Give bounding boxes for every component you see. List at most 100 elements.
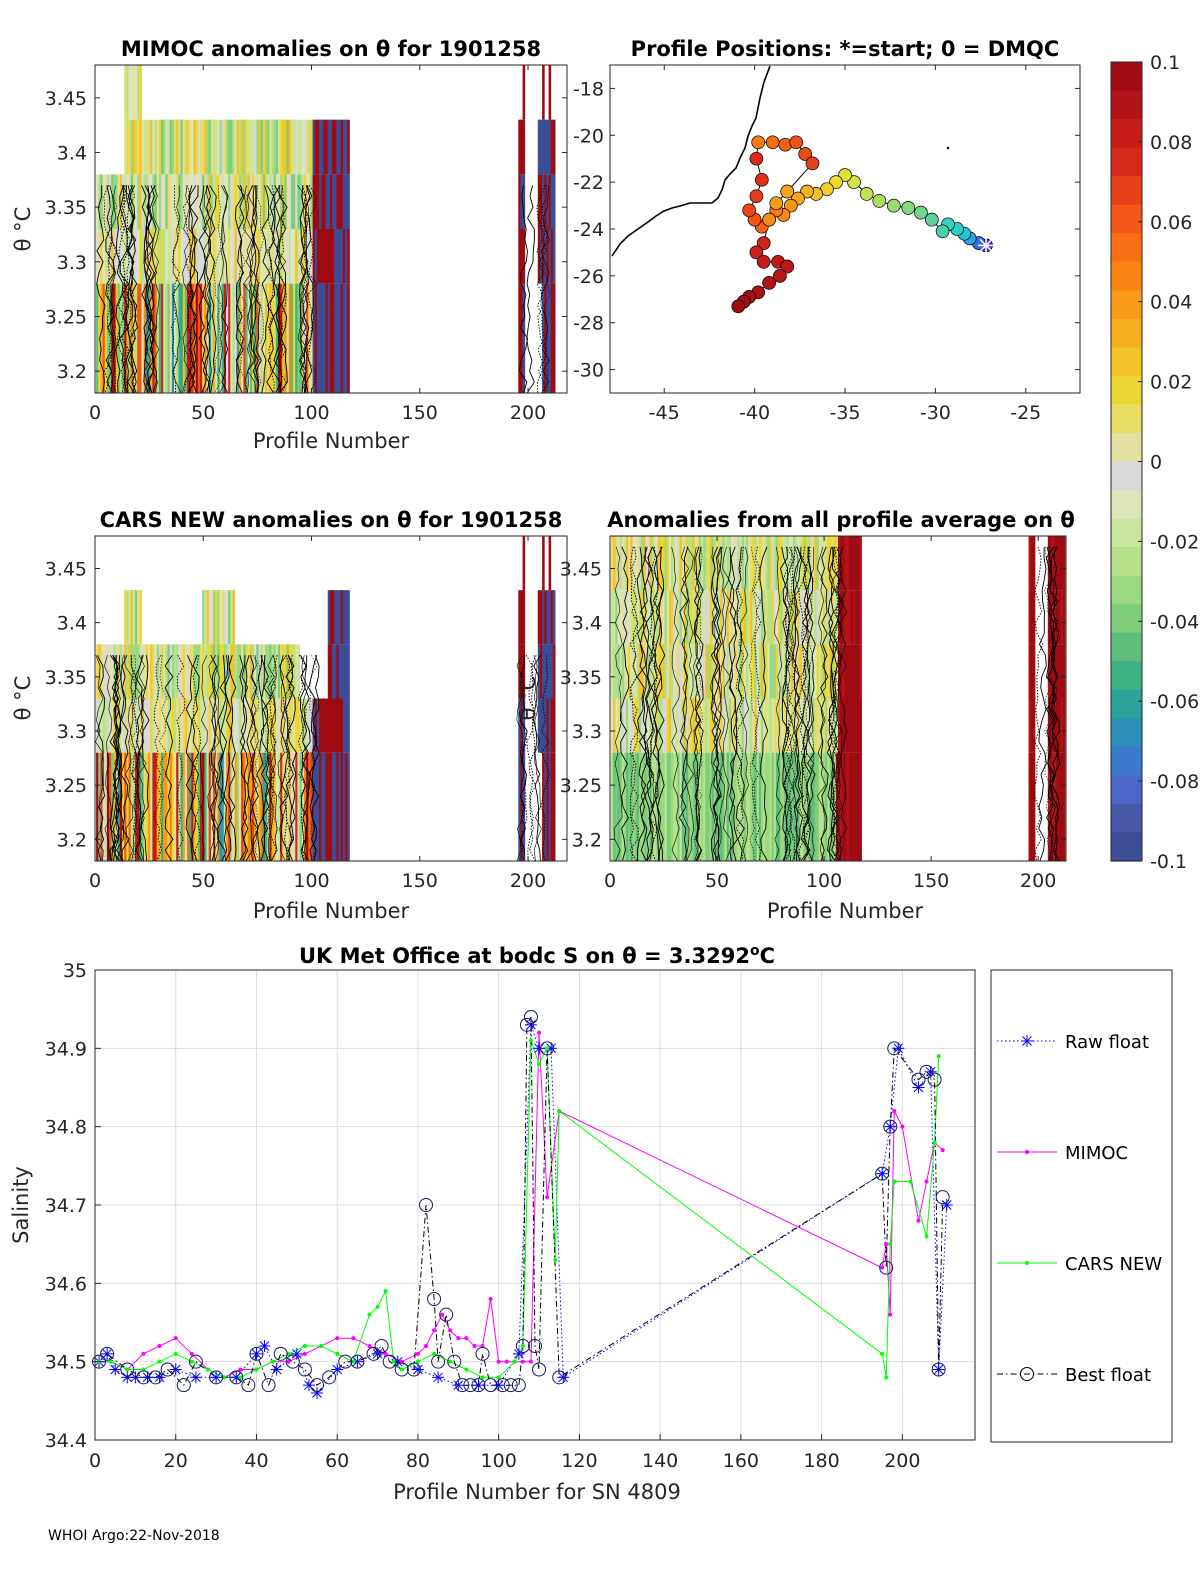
heatmap-cell bbox=[345, 590, 348, 645]
heatmap-cell bbox=[645, 698, 648, 753]
contour-line bbox=[636, 546, 647, 862]
heatmap-cell bbox=[666, 752, 670, 861]
contour-line bbox=[613, 546, 623, 862]
heatmap-cell bbox=[174, 644, 177, 699]
circle-outline bbox=[374, 1339, 389, 1353]
heatmap-cell bbox=[722, 590, 725, 645]
contour-line bbox=[774, 546, 783, 862]
contour-line bbox=[141, 655, 150, 862]
heatmap-cell bbox=[814, 644, 817, 699]
heatmap-cell bbox=[267, 644, 270, 699]
heatmap-cell bbox=[219, 119, 223, 175]
heatmap-cell bbox=[741, 590, 745, 645]
heatmap-cell bbox=[245, 283, 249, 393]
heatmap-cell bbox=[827, 590, 830, 645]
heatmap-cell bbox=[251, 283, 255, 393]
heatmap-cell bbox=[193, 698, 197, 753]
heatmap-cell bbox=[241, 229, 244, 284]
heatmap-cell bbox=[662, 536, 665, 591]
heatmap-cell bbox=[814, 752, 817, 861]
y-tick-label: 34.4 bbox=[45, 1430, 87, 1452]
circle-outline bbox=[366, 1346, 381, 1361]
heatmap-cell bbox=[308, 698, 311, 753]
heatmap-cell bbox=[182, 229, 186, 284]
heatmap-cell bbox=[636, 644, 640, 699]
heatmap-cell bbox=[206, 752, 210, 861]
heatmap-cell bbox=[621, 590, 625, 645]
heatmap-cell bbox=[197, 644, 201, 699]
heatmap-cell bbox=[634, 644, 638, 699]
circle-outline bbox=[92, 1354, 107, 1369]
raw-float-marker bbox=[472, 1379, 485, 1392]
heatmap-cell bbox=[643, 644, 646, 699]
heatmap-cell bbox=[820, 590, 824, 645]
heatmap-cell bbox=[334, 174, 337, 229]
heatmap-cell bbox=[230, 119, 233, 175]
x-tick-label: 0 bbox=[89, 402, 101, 424]
heatmap-cell bbox=[165, 283, 168, 393]
heatmap-cell bbox=[615, 752, 618, 861]
heatmap-cell bbox=[626, 698, 629, 753]
heatmap-cell bbox=[306, 174, 309, 229]
heatmap-cell bbox=[254, 119, 257, 175]
contour-line bbox=[238, 185, 248, 394]
heatmap-cell bbox=[686, 644, 689, 699]
heatmap-cell bbox=[243, 644, 246, 699]
heatmap-cell bbox=[165, 119, 168, 175]
circle-outline bbox=[310, 1378, 325, 1393]
profile-position-marker bbox=[751, 135, 766, 150]
circle-outline bbox=[241, 1378, 256, 1393]
heatmap-cell bbox=[119, 229, 123, 284]
heatmap-cell bbox=[771, 590, 775, 645]
heatmap-cell bbox=[145, 174, 149, 229]
heatmap-cell bbox=[314, 752, 318, 861]
heatmap-cell bbox=[327, 283, 331, 393]
heatmap-cell bbox=[286, 752, 290, 861]
heatmap-cell bbox=[148, 698, 151, 753]
heatmap-cell bbox=[773, 698, 777, 753]
heatmap-cell bbox=[154, 698, 158, 753]
contour-line bbox=[282, 655, 292, 862]
best-float-marker bbox=[540, 1041, 555, 1056]
heatmap-cell bbox=[342, 119, 346, 175]
heatmap-cell bbox=[621, 536, 625, 591]
heatmap-cell bbox=[321, 752, 324, 861]
heatmap-cell bbox=[823, 752, 826, 861]
contour-line bbox=[105, 185, 115, 394]
heatmap-cell bbox=[1032, 752, 1036, 861]
heatmap-cell bbox=[718, 536, 721, 591]
contour-line bbox=[207, 655, 217, 862]
heatmap-cell bbox=[641, 644, 644, 699]
heatmap-cell bbox=[840, 698, 843, 753]
heatmap-cell bbox=[846, 698, 850, 753]
heatmap-cell bbox=[332, 752, 335, 861]
colorbar-tick-label: -0.08 bbox=[1150, 771, 1199, 793]
x-tick-label: 100 bbox=[806, 870, 842, 892]
profile-position-marker bbox=[924, 212, 939, 227]
colorbar-swatch bbox=[1111, 689, 1142, 719]
heatmap-cell bbox=[280, 174, 283, 229]
heatmap-cell bbox=[208, 644, 212, 699]
circle-outline bbox=[427, 1292, 442, 1306]
contour-line bbox=[266, 185, 276, 394]
heatmap-cell bbox=[801, 536, 805, 591]
series-dot-marker bbox=[916, 1218, 921, 1223]
heatmap-cell bbox=[850, 752, 854, 861]
heatmap-cell bbox=[148, 229, 151, 284]
best-float-marker bbox=[92, 1354, 107, 1369]
best-float-marker bbox=[911, 1072, 926, 1087]
heatmap-cell bbox=[722, 536, 725, 591]
heatmap-cell bbox=[786, 698, 790, 753]
heatmap-cell bbox=[1058, 644, 1062, 699]
star-stroke bbox=[893, 1043, 904, 1054]
star-stroke bbox=[312, 1388, 322, 1398]
heatmap-cell bbox=[840, 536, 843, 591]
heatmap-cell bbox=[1028, 698, 1032, 753]
heatmap-cell bbox=[677, 698, 680, 753]
heatmap-cell bbox=[247, 644, 251, 699]
heatmap-cell bbox=[799, 644, 802, 699]
heatmap-cell bbox=[260, 119, 264, 175]
heatmap-cell bbox=[208, 119, 212, 175]
heatmap-cell bbox=[290, 174, 294, 229]
heatmap-cell bbox=[859, 536, 862, 591]
